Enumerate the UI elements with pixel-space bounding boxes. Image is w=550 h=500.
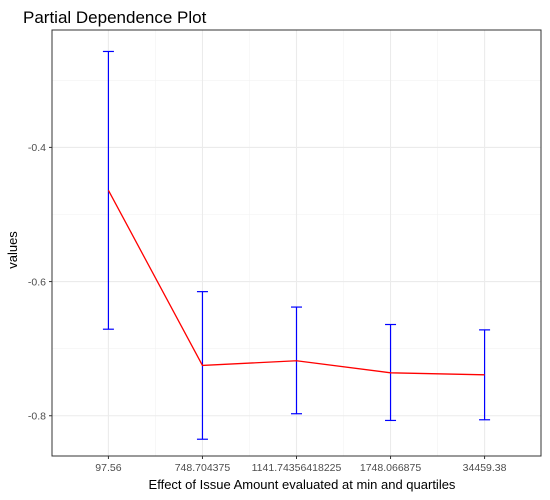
x-tick-label: 748.704375 xyxy=(175,462,231,474)
y-axis: -0.4 -0.6 -0.8 xyxy=(28,142,52,422)
x-tick-label: 34459.38 xyxy=(463,462,507,474)
x-axis: 97.56 748.704375 1141.74356418225 1748.0668… xyxy=(95,456,507,474)
y-tick-label: -0.6 xyxy=(28,276,46,288)
line-layer xyxy=(107,190,485,376)
x-tick-label: 97.56 xyxy=(95,462,121,474)
y-tick-label: -0.8 xyxy=(28,410,46,422)
x-tick-label: 1141.74356418225 xyxy=(252,462,342,474)
x-tick-label: 1748.066875 xyxy=(360,462,421,474)
chart-title: Partial Dependence Plot xyxy=(23,8,207,27)
y-axis-title: values xyxy=(5,231,20,269)
y-tick-label: -0.4 xyxy=(28,142,46,154)
series-line xyxy=(107,190,485,376)
x-axis-title: Effect of Issue Amount evaluated at min … xyxy=(149,477,456,492)
error-bar xyxy=(102,50,114,330)
